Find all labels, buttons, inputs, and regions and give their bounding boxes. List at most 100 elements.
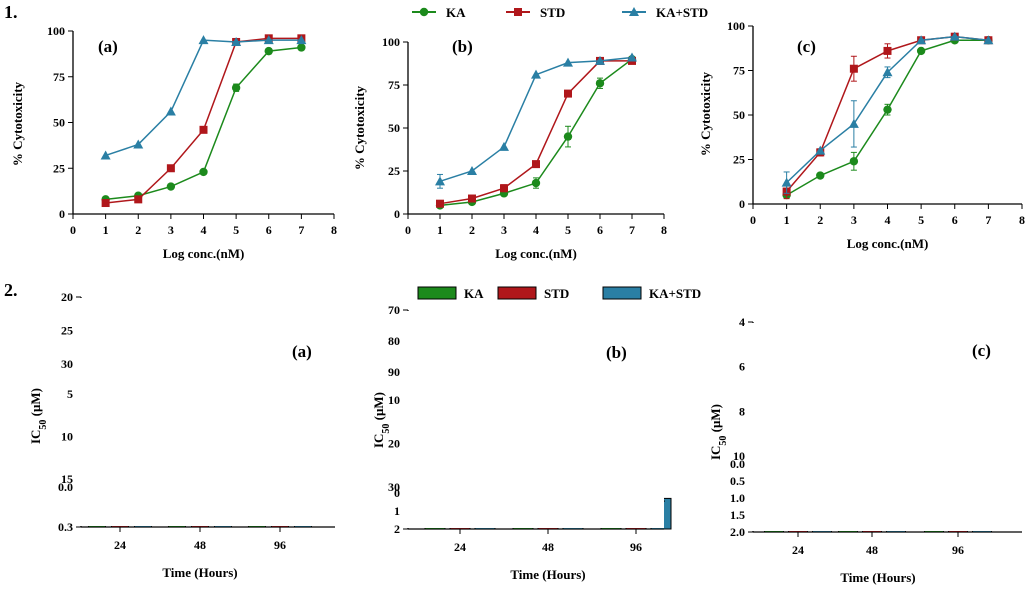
y-tick-label: 80	[388, 334, 400, 348]
data-point	[166, 164, 175, 173]
y-tick-label: 50	[733, 108, 745, 122]
y-tick-label: 0.0	[730, 457, 745, 471]
y-tick-label: 30	[61, 357, 73, 371]
y-axis-title: IC50 (μM)	[28, 388, 49, 444]
data-point	[531, 69, 541, 79]
data-point	[134, 195, 143, 204]
data-point	[231, 83, 241, 92]
legend-label: KA	[464, 286, 484, 301]
legend-item-ka: KA	[412, 5, 466, 20]
x-tick-label: 5	[918, 213, 924, 227]
y-axis-title: % Cytotoxicity	[10, 81, 25, 166]
data-point	[816, 171, 825, 180]
data-point	[101, 199, 110, 208]
data-point	[949, 31, 960, 41]
x-tick-label: 6	[952, 213, 958, 227]
y-title-sub: 50	[718, 436, 729, 446]
series-ka	[101, 43, 306, 204]
y-tick-label: 0	[394, 486, 400, 500]
panel-label: (a)	[98, 37, 118, 56]
x-axis-title: Time (Hours)	[510, 567, 585, 582]
data-point	[231, 36, 242, 46]
y-tick-label: 20	[61, 290, 73, 304]
x-tick-label: 8	[331, 223, 337, 237]
y-tick-label: 25	[733, 153, 745, 167]
y-tick-label: 10	[388, 393, 400, 407]
y-tick-label: 50	[53, 116, 65, 130]
y-tick-label: 0	[394, 207, 400, 221]
data-point	[297, 43, 306, 52]
data-point	[468, 194, 476, 203]
y-title-sub: 50	[38, 420, 49, 430]
y-tick-label: 4	[739, 315, 745, 329]
x-tick-label: 24	[454, 540, 466, 554]
data-point	[133, 139, 144, 149]
y-tick-label: 75	[733, 64, 745, 78]
y-axis-title: IC50 (μM)	[371, 392, 392, 448]
data-point	[563, 57, 573, 67]
panel-label: (a)	[292, 342, 312, 361]
y-title-tail: (μM)	[371, 392, 386, 424]
x-tick-label: 24	[114, 538, 126, 552]
y-tick-label: 0	[59, 207, 65, 221]
data-point	[531, 178, 541, 188]
section-label-2: 2.	[4, 280, 18, 300]
legend-label: KA+STD	[649, 286, 701, 301]
y-tick-label: 10	[733, 449, 745, 463]
data-point	[264, 46, 273, 56]
x-axis-title: Log conc.(nM)	[847, 236, 929, 251]
data-point	[435, 176, 445, 186]
y-title-tail: (μM)	[28, 388, 43, 420]
x-axis-title: Time (Hours)	[162, 565, 237, 580]
series-ka	[782, 36, 993, 200]
y-tick-label: 100	[727, 19, 745, 33]
x-tick-label: 3	[501, 223, 507, 237]
square-icon	[514, 8, 522, 16]
x-tick-label: 6	[266, 223, 272, 237]
x-axis-title: Time (Hours)	[840, 570, 915, 585]
data-point	[296, 35, 307, 45]
y-tick-label: 75	[53, 70, 65, 84]
series-line	[105, 39, 302, 157]
y-title-main: IC	[371, 434, 386, 448]
bar-legend-item-ka: KA	[417, 286, 484, 301]
data-point	[815, 145, 826, 155]
panel-label: (c)	[972, 341, 991, 360]
legend-label: STD	[540, 5, 565, 20]
data-point	[564, 89, 572, 98]
data-point	[532, 160, 540, 169]
legend-label: STD	[544, 286, 569, 301]
y-tick-label: 2	[394, 522, 400, 536]
x-tick-label: 1	[784, 213, 790, 227]
x-tick-label: 6	[597, 223, 603, 237]
x-tick-label: 2	[817, 213, 823, 227]
y-axis-title: % Cytotoxicity	[698, 71, 713, 156]
data-point	[883, 105, 892, 114]
y-tick-label: 0	[739, 197, 745, 211]
y-tick-label: 1.0	[730, 491, 745, 505]
y-tick-label: 25	[53, 161, 65, 175]
x-tick-label: 1	[103, 223, 109, 237]
line-chart-1: 0 1 2 3 4 5 6 7 8 0 25 50 75 100 Log conc.(nM) % Cytoto…	[10, 24, 337, 261]
x-tick-label: 5	[233, 223, 239, 237]
y-tick-label: 1.5	[730, 508, 745, 522]
legend-label: KA+STD	[656, 5, 708, 20]
x-tick-label: 4	[533, 223, 539, 237]
y-tick-label: 30	[388, 480, 400, 494]
y-tick-label: 15	[61, 472, 73, 486]
bar-chart-1: 0.0 0.3 5 10 15 20 25 30 24 48 96 Time (Hours) IC50 …	[28, 290, 335, 580]
y-tick-label: 0.3	[58, 520, 73, 534]
y-title-main: IC	[28, 430, 43, 444]
bar-legend-item-std: STD	[497, 286, 569, 301]
x-tick-label: 7	[298, 223, 304, 237]
panel-label: (b)	[452, 37, 473, 56]
data-point	[595, 79, 605, 88]
y-tick-label: 25	[61, 324, 73, 338]
y-tick-label: 2.0	[730, 525, 745, 539]
y-title-main: IC	[708, 446, 723, 460]
x-tick-label: 0	[750, 213, 756, 227]
legend-label: KA	[446, 5, 466, 20]
bar-legend-item-ka-std: KA+STD	[602, 286, 701, 301]
data-point	[563, 132, 573, 141]
